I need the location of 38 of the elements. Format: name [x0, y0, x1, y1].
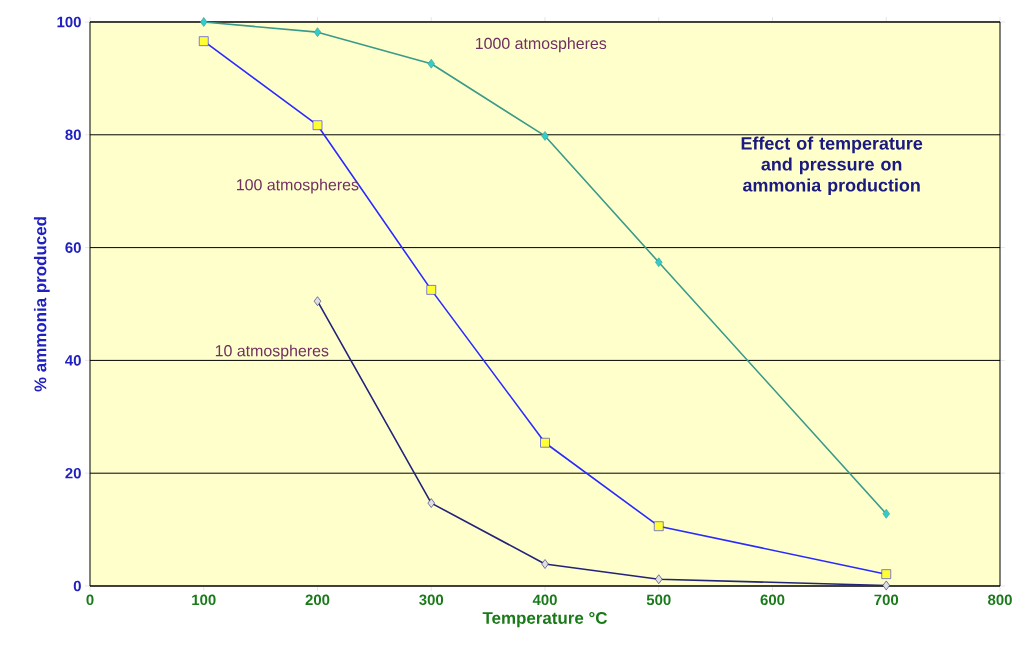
text: 1000 atmospheres	[475, 37, 607, 53]
x-tick-label: 300	[419, 594, 444, 606]
point	[541, 131, 549, 141]
y-axis-title: % ammonia produced	[33, 217, 50, 392]
point	[882, 580, 890, 591]
point	[312, 120, 323, 131]
series-label: 100 atmospheres	[237, 178, 359, 194]
point	[427, 498, 435, 508]
point	[198, 36, 209, 46]
x-axis-title: Temperature °C	[482, 611, 608, 628]
point	[313, 296, 322, 306]
x-tick-label: 0	[86, 594, 94, 606]
y-tick-label: 100	[57, 16, 81, 28]
text: Effect of temperature and pressure on ammonia production	[741, 136, 923, 196]
x-tick-label: 200	[305, 594, 330, 606]
point	[653, 521, 664, 532]
y-tick-label: 20	[65, 467, 81, 479]
series-label: 10 atmospheres	[215, 344, 329, 360]
y-tick-label: 40	[65, 355, 81, 366]
point	[426, 285, 437, 295]
point	[200, 17, 208, 27]
point	[541, 559, 549, 569]
point	[427, 58, 435, 69]
point	[881, 569, 892, 579]
y-tick-label: 0	[73, 580, 81, 592]
x-tick-label: 500	[646, 594, 671, 606]
point	[313, 27, 322, 37]
point	[655, 257, 663, 268]
point	[540, 437, 550, 448]
point	[882, 509, 890, 519]
point	[655, 574, 663, 585]
x-tick-label: 800	[988, 594, 1012, 606]
x-tick-label: 700	[874, 594, 899, 606]
y-tick-label: 60	[65, 242, 81, 253]
x-tick-label: 600	[760, 594, 785, 606]
x-tick-label: 100	[192, 594, 216, 606]
y-tick-label: 80	[65, 129, 81, 141]
x-tick-label: 400	[532, 594, 557, 606]
